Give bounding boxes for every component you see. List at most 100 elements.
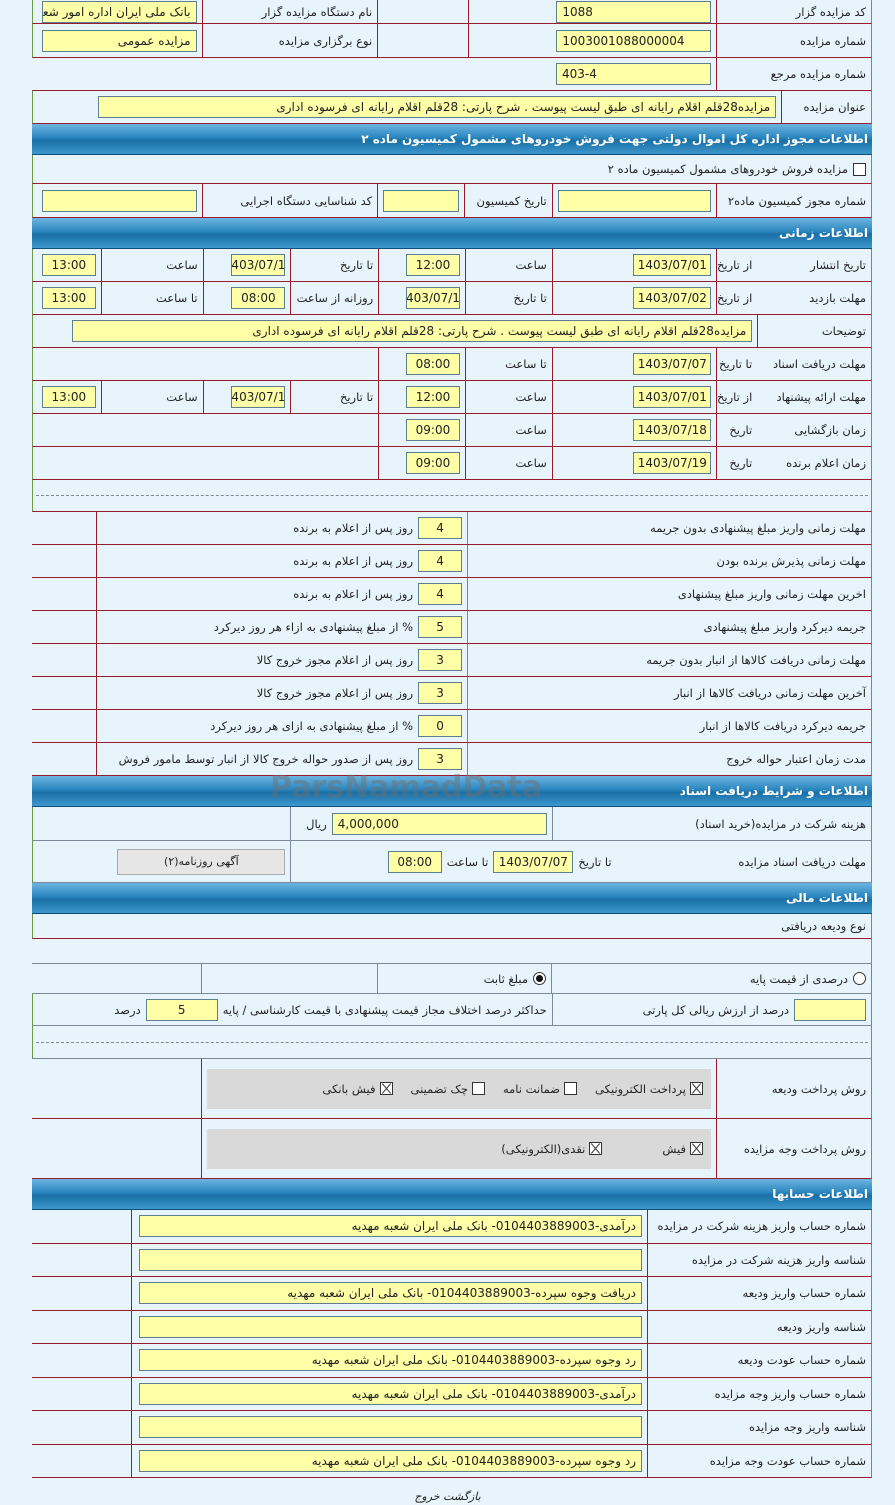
commission-checkbox[interactable] (853, 162, 866, 176)
fee-field[interactable]: 4,000,000 (331, 812, 547, 835)
exit-link[interactable]: خروج (414, 1490, 440, 1503)
percent-radio[interactable] (853, 972, 866, 985)
account-field[interactable] (139, 1416, 642, 1439)
empty-cell (33, 807, 290, 840)
method-checkbox[interactable] (589, 1142, 603, 1155)
date-time-field[interactable]: 1403/07/01 (633, 386, 712, 408)
account-field[interactable]: رد وجوه سپرده-0104403889003- بانک ملی ای… (139, 1349, 642, 1372)
reference-number-field[interactable]: 403-4 (556, 63, 711, 85)
account-field[interactable]: دریافت وجوه سپرده-0104403889003- بانک مل… (139, 1282, 642, 1305)
account-row: شماره حساب واریز هزینه شرکت در مزایده درآ… (32, 1210, 872, 1244)
newspaper-ad-button[interactable]: آگهی روزنامه(۲) (117, 848, 286, 875)
label: از تاریخ (716, 282, 757, 314)
accounts-table: شماره حساب واریز هزینه شرکت در مزایده درآ… (32, 1210, 872, 1478)
penalty-value-field[interactable]: 4 (418, 517, 462, 539)
penalty-value-field[interactable]: 3 (418, 649, 462, 671)
date-time-field[interactable]: 09:00 (405, 419, 460, 441)
label: حداکثر درصد اختلاف مجاز قیمت پیشنهادی با… (222, 1002, 547, 1017)
penalty-row: مهلت زمانی دریافت کالاها از انبار بدون ج… (32, 644, 872, 677)
section-header-documents: اطلاعات و شرایط دریافت اسناد (32, 776, 872, 807)
penalty-value-field[interactable]: 4 (418, 550, 462, 572)
label: تاریخ کمیسیون (463, 184, 552, 217)
row-title: عنوان مزایده مزایده28قلم اقلام رایانه ای… (32, 90, 872, 124)
auction-number-field[interactable]: 1003001088000004 (556, 29, 712, 52)
account-field[interactable]: درآمدی-0104403889003- بانک ملی ایران شعب… (139, 1382, 642, 1405)
date-time-field[interactable]: 08:00 (405, 353, 460, 375)
label: شماره مجوز کمیسیون ماده۲ (716, 184, 871, 217)
max-diff-field[interactable]: 5 (145, 998, 218, 1021)
label: ساعت (464, 381, 552, 413)
fixed-amount-radio[interactable] (533, 972, 546, 985)
penalty-value-field[interactable]: 0 (418, 715, 462, 737)
doc-to-time-field[interactable]: 08:00 (387, 850, 442, 873)
date-time-field[interactable]: 09:00 (405, 452, 460, 474)
method-checkbox[interactable] (379, 1082, 393, 1095)
cell: رد وجوه سپرده-0104403889003- بانک ملی ای… (131, 1344, 647, 1377)
auction-type-field[interactable]: مزایده عمومی (41, 29, 197, 52)
penalty-row: اخرین مهلت زمانی واریز مبلغ پیشنهادی 4 روز… (32, 578, 872, 611)
cell: 1403/07/02 (551, 282, 717, 314)
unit: روز پس از اعلام به برنده (293, 521, 413, 535)
date-time-field[interactable]: 1403/07/19 (633, 452, 712, 474)
label: شناسه واریز وجه مزایده (647, 1411, 871, 1444)
method-checkbox[interactable] (690, 1142, 703, 1155)
date-time-field[interactable]: 1403/07/01 (633, 254, 712, 276)
penalty-row: آخرین مهلت زمانی دریافت کالاها از انبار 3… (32, 677, 872, 710)
auction-title-field[interactable]: مزایده28قلم اقلام رایانه ای طبق لیست پیو… (98, 96, 777, 118)
account-field[interactable]: درآمدی-0104403889003- بانک ملی ایران شعب… (139, 1215, 642, 1238)
method-option: نقدی(الکترونیکی) (501, 1142, 603, 1156)
label: کد شناسایی دستگاه اجرایی (201, 184, 378, 217)
label: عنوان مزایده (781, 91, 871, 123)
section-header-commission: اطلاعات مجوز اداره کل اموال دولتی جهت فر… (32, 124, 872, 155)
row-fee: هزینه شرکت در مزایده(خرید اسناد) 4,000,0… (32, 807, 872, 841)
label: شماره مزایده مرجع (716, 58, 871, 90)
percent-of-value-field[interactable] (794, 998, 866, 1021)
description-field[interactable]: مزایده28قلم اقلام رایانه ای طبق لیست پیو… (72, 320, 753, 342)
doc-to-date-field[interactable]: 1403/07/07 (493, 850, 574, 873)
label: مبلغ ثابت (483, 971, 528, 986)
exec-code-field[interactable] (41, 189, 197, 212)
label: ساعت (100, 381, 203, 413)
penalty-value-field[interactable]: 3 (418, 682, 462, 704)
label: آخرین مهلت زمانی دریافت کالاها از انبار (467, 677, 871, 709)
penalty-value-field[interactable]: 3 (418, 748, 462, 770)
label: نام دستگاه مزایده گزار (201, 0, 378, 23)
date-time-field[interactable]: 13:00 (41, 287, 96, 309)
method-checkbox[interactable] (690, 1082, 703, 1095)
penalty-value-field[interactable]: 5 (418, 616, 462, 638)
date-time-field[interactable]: 13:00 (41, 254, 96, 276)
org-name-field[interactable]: بانک ملی ایران اداره امور شعب (41, 0, 197, 23)
date-time-field[interactable]: 1403/07/17 (231, 386, 286, 408)
method-checkbox[interactable] (471, 1082, 485, 1095)
unit: روز پس از اعلام به برنده (293, 587, 413, 601)
label: مهلت ارائه پیشنهاد (776, 390, 866, 404)
date-time-field[interactable]: 12:00 (405, 386, 460, 408)
account-field[interactable] (139, 1315, 642, 1338)
date-time-field[interactable]: 1403/07/02 (633, 287, 712, 309)
date-time-field[interactable]: 1403/07/18 (633, 419, 712, 441)
date-time-field[interactable]: 08:00 (231, 287, 286, 309)
date-time-field[interactable]: 1403/07/07 (633, 353, 712, 375)
label: مهلت زمانی واریز مبلغ پیشنهادی بدون جریم… (467, 512, 871, 544)
cell: 0 % از مبلغ پیشنهادی به ازای هر روز دیرکر… (96, 710, 467, 742)
auctioneer-code-field[interactable]: 1088 (556, 0, 712, 23)
account-field[interactable]: رد وجوه سپرده-0104403889003- بانک ملی ای… (139, 1449, 642, 1472)
penalty-row: جریمه دیرکرد دریافت کالاها از انبار 0 % از… (32, 710, 872, 743)
permit-number-field[interactable] (557, 189, 712, 212)
back-link[interactable]: بازگشت (443, 1490, 481, 1503)
cell: 4 روز پس از اعلام به برنده (96, 545, 467, 577)
date-time-field[interactable]: 12:00 (405, 254, 460, 276)
penalty-value-field[interactable]: 4 (418, 583, 462, 605)
date-time-field[interactable]: 13:00 (41, 386, 96, 408)
label: نوع برگزاری مزایده (201, 24, 378, 57)
commission-date-field[interactable] (383, 189, 459, 212)
date-time-field[interactable]: 1403/07/17 (231, 254, 286, 276)
label: فیش بانکی (322, 1081, 376, 1096)
account-field[interactable] (139, 1248, 642, 1271)
method-checkbox[interactable] (564, 1082, 578, 1095)
penalty-row: جریمه دیرکرد واریز مبلغ پیشنهادی 5 % از مب… (32, 611, 872, 644)
date-time-field[interactable]: 1403/07/12 (405, 287, 460, 309)
account-row: شناسه واریز ودیعه (32, 1310, 872, 1344)
empty-cell (377, 24, 468, 57)
label: ساعت (464, 447, 552, 479)
